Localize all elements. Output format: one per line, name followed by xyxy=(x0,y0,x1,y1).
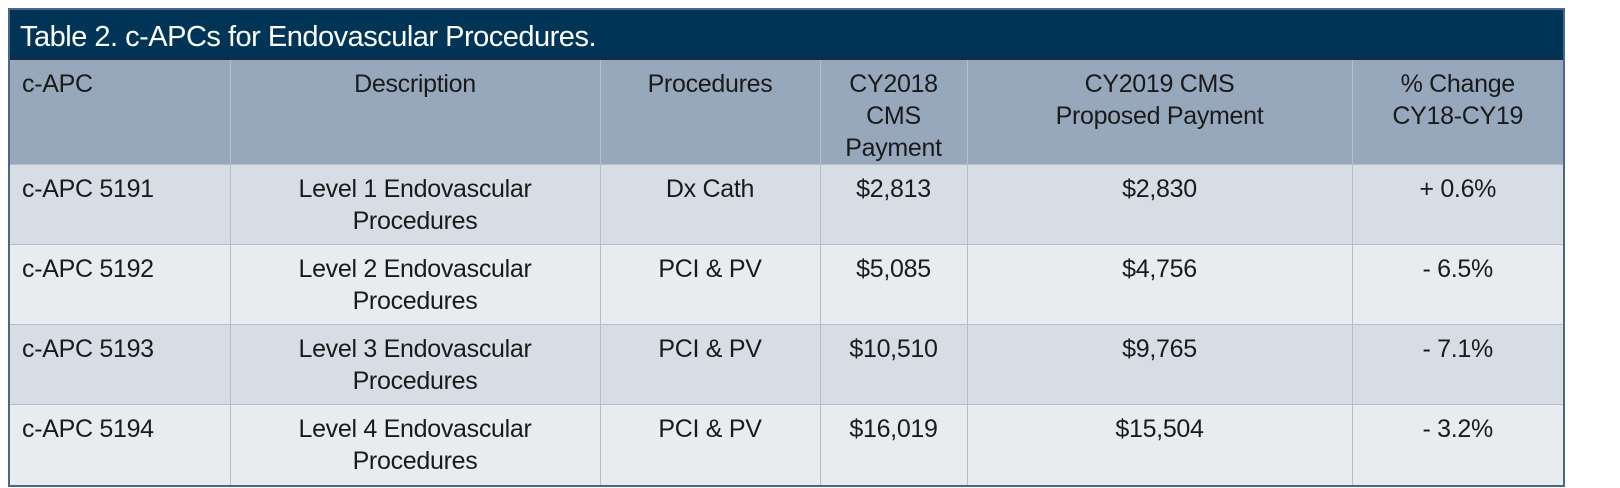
cell-description: Level 3 Endovascular Procedures xyxy=(229,324,600,405)
header-row: c-APC Description Procedures CY2018 CMS P… xyxy=(10,60,1563,165)
cell-change: - 7.1% xyxy=(1351,324,1563,405)
col-header-procedures: Procedures xyxy=(599,60,820,165)
cell-procedures: PCI & PV xyxy=(599,324,820,405)
cell-cy2019: $2,830 xyxy=(966,164,1352,245)
table-title: Table 2. c-APCs for Endovascular Procedu… xyxy=(10,10,1563,60)
col-header-cy2019: CY2019 CMS Proposed Payment xyxy=(966,60,1352,165)
col-header-cy2018: CY2018 CMS Payment xyxy=(819,60,967,165)
table-row: c-APC 5192 Level 2 Endovascular Procedure… xyxy=(10,244,1563,325)
cell-cy2019: $9,765 xyxy=(966,324,1352,405)
data-table: c-APC Description Procedures CY2018 CMS P… xyxy=(10,60,1563,485)
cell-capc: c-APC 5191 xyxy=(10,164,230,245)
cell-description: Level 4 Endovascular Procedures xyxy=(229,404,600,485)
capc-table: Table 2. c-APCs for Endovascular Procedu… xyxy=(8,8,1565,487)
cell-capc: c-APC 5194 xyxy=(10,404,230,485)
cell-cy2018: $5,085 xyxy=(819,244,967,325)
cell-description: Level 2 Endovascular Procedures xyxy=(229,244,600,325)
col-header-change: % Change CY18-CY19 xyxy=(1351,60,1563,165)
cell-cy2019: $4,756 xyxy=(966,244,1352,325)
table-row: c-APC 5191 Level 1 Endovascular Procedure… xyxy=(10,164,1563,245)
cell-cy2018: $2,813 xyxy=(819,164,967,245)
col-header-capc: c-APC xyxy=(10,60,230,165)
cell-procedures: PCI & PV xyxy=(599,244,820,325)
cell-cy2018: $10,510 xyxy=(819,324,967,405)
col-header-description: Description xyxy=(229,60,600,165)
cell-change: - 3.2% xyxy=(1351,404,1563,485)
cell-procedures: Dx Cath xyxy=(599,164,820,245)
cell-cy2019: $15,504 xyxy=(966,404,1352,485)
cell-cy2018: $16,019 xyxy=(819,404,967,485)
cell-procedures: PCI & PV xyxy=(599,404,820,485)
cell-change: + 0.6% xyxy=(1351,164,1563,245)
cell-description: Level 1 Endovascular Procedures xyxy=(229,164,600,245)
cell-capc: c-APC 5193 xyxy=(10,324,230,405)
table-row: c-APC 5194 Level 4 Endovascular Procedure… xyxy=(10,404,1563,485)
table-row: c-APC 5193 Level 3 Endovascular Procedure… xyxy=(10,324,1563,405)
cell-capc: c-APC 5192 xyxy=(10,244,230,325)
cell-change: - 6.5% xyxy=(1351,244,1563,325)
